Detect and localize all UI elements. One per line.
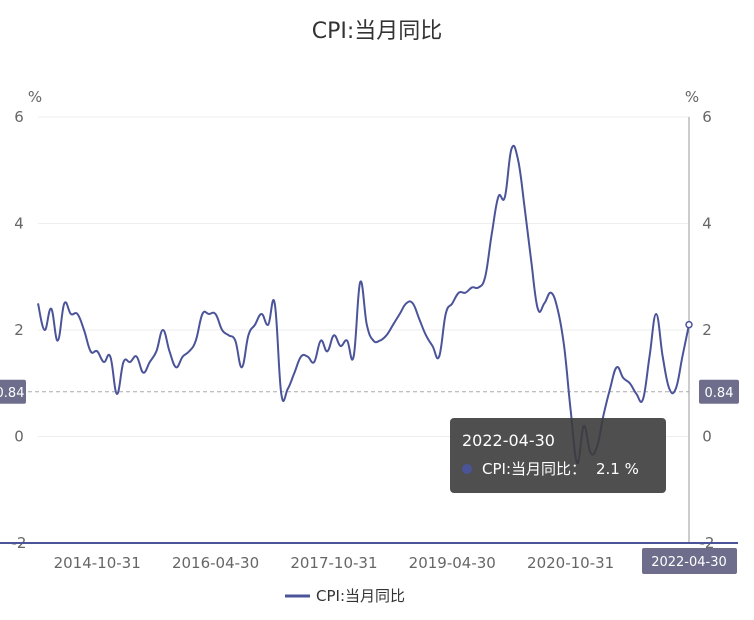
x-tick-label: 2014-10-31 [54,554,141,572]
y-left-unit: % [28,88,42,106]
y-right-tick-label: 4 [702,215,712,233]
series-line-cpi [37,144,690,465]
series-last-point [685,320,693,329]
y-right-unit: % [685,88,699,106]
y-left-tick-label: 0 [14,428,24,446]
y-right-tick-label: 0 [702,428,712,446]
tooltip-series-marker [462,464,472,474]
reference-badge-right [699,379,739,404]
reference-label-right: 0.84 [705,386,734,401]
reference-badge-left [0,379,26,404]
tooltip-series-label: CPI:当月同比： [482,460,586,478]
x-tick-label: 2017-10-31 [290,554,377,572]
x-pointer-badge [642,548,737,574]
tooltip-value: 2.1 % [596,460,639,478]
y-left-tick-label: 6 [14,108,24,126]
legend-label: CPI:当月同比 [316,587,405,605]
chart-title: CPI:当月同比 [312,19,443,44]
x-tick-label: 2016-04-30 [172,554,259,572]
y-left-tick-label: 4 [14,215,24,233]
y-right-tick-label: 2 [702,321,712,339]
y-left-tick-label: 2 [14,321,24,339]
tooltip-row: CPI:当月同比： 2.1 % [462,458,654,480]
x-tick-label: 2020-10-31 [527,554,614,572]
x-tick-label: 2019-04-30 [409,554,496,572]
tooltip-date: 2022-04-30 [462,431,555,450]
x-pointer-label: 2022-04-30 [651,555,727,570]
chart-tooltip: 2022-04-30 CPI:当月同比： 2.1 % [450,418,666,493]
reference-label-left: 0.84 [0,386,24,401]
y-right-tick-label: 6 [702,108,712,126]
